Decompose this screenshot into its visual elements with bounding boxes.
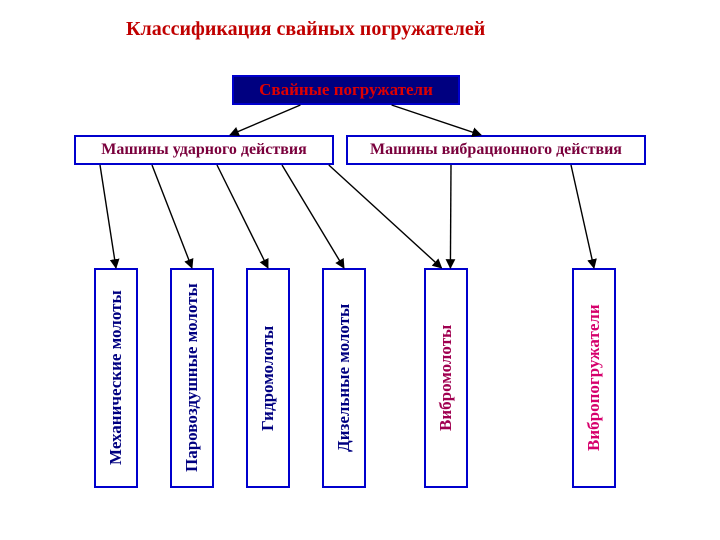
node-diesel-label: Дизельные молоты xyxy=(334,304,354,452)
node-steam: Паровоздушные молоты xyxy=(170,268,214,488)
node-impact-label: Машины ударного действия xyxy=(101,141,307,159)
node-hydro-label: Гидромолоты xyxy=(258,325,278,430)
node-vhammer-label: Вибромолоты xyxy=(436,325,456,431)
node-steam-label: Паровоздушные молоты xyxy=(182,284,202,473)
page-title: Классификация свайных погружателей xyxy=(126,18,485,41)
node-root: Свайные погружатели xyxy=(232,75,460,105)
node-vibro-label: Машины вибрационного действия xyxy=(370,141,622,159)
node-vhammer: Вибромолоты xyxy=(424,268,468,488)
node-vdriver: Вибропогружатели xyxy=(572,268,616,488)
node-mech-label: Механические молоты xyxy=(106,291,126,466)
node-vibro: Машины вибрационного действия xyxy=(346,135,646,165)
node-root-label: Свайные погружатели xyxy=(259,80,433,100)
node-mech: Механические молоты xyxy=(94,268,138,488)
node-diesel: Дизельные молоты xyxy=(322,268,366,488)
node-impact: Машины ударного действия xyxy=(74,135,334,165)
diagram-canvas: { "title": { "text": "Классификация свай… xyxy=(0,0,720,540)
node-hydro: Гидромолоты xyxy=(246,268,290,488)
node-vdriver-label: Вибропогружатели xyxy=(584,305,604,452)
